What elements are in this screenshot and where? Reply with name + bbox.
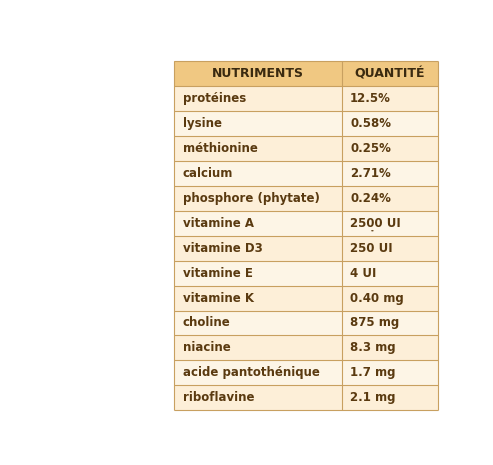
- Text: lysine: lysine: [183, 117, 222, 130]
- Bar: [342, 311, 438, 335]
- Bar: [342, 186, 438, 211]
- Text: niacine: niacine: [183, 341, 231, 354]
- Bar: [342, 286, 438, 311]
- Text: riboflavine: riboflavine: [183, 392, 254, 404]
- Bar: [342, 261, 438, 286]
- Text: 2500 UI: 2500 UI: [350, 217, 401, 230]
- Bar: [175, 286, 342, 311]
- Text: vitamine D3: vitamine D3: [183, 242, 262, 255]
- Text: 0.25%: 0.25%: [350, 142, 391, 155]
- Bar: [175, 61, 342, 86]
- Bar: [342, 211, 438, 236]
- Text: 875 mg: 875 mg: [350, 317, 399, 330]
- Text: vitamine A: vitamine A: [183, 217, 254, 230]
- Bar: [342, 335, 438, 360]
- Text: calcium: calcium: [183, 167, 233, 180]
- Text: QUANTITÉ: QUANTITÉ: [354, 67, 425, 80]
- Text: méthionine: méthionine: [183, 142, 258, 155]
- Bar: [342, 86, 438, 111]
- Bar: [175, 186, 342, 211]
- Bar: [342, 236, 438, 261]
- Text: vitamine K: vitamine K: [183, 292, 254, 305]
- Text: 0.24%: 0.24%: [350, 192, 391, 205]
- Bar: [342, 161, 438, 186]
- Text: NUTRIMENTS: NUTRIMENTS: [212, 67, 304, 80]
- Bar: [175, 111, 342, 136]
- Bar: [342, 385, 438, 410]
- Text: 0.40 mg: 0.40 mg: [350, 292, 404, 305]
- Bar: [175, 211, 342, 236]
- Text: 1.7 mg: 1.7 mg: [350, 366, 396, 379]
- Text: vitamine E: vitamine E: [183, 266, 252, 279]
- Text: choline: choline: [183, 317, 231, 330]
- Bar: [175, 136, 342, 161]
- Bar: [175, 385, 342, 410]
- Text: acide pantothénique: acide pantothénique: [183, 366, 319, 379]
- Text: 2.1 mg: 2.1 mg: [350, 392, 396, 404]
- Bar: [175, 335, 342, 360]
- Text: protéines: protéines: [183, 92, 246, 105]
- Bar: [175, 86, 342, 111]
- Text: 8.3 mg: 8.3 mg: [350, 341, 396, 354]
- Text: 250 UI: 250 UI: [350, 242, 393, 255]
- Text: 12.5%: 12.5%: [350, 92, 391, 105]
- Text: phosphore (phytate): phosphore (phytate): [183, 192, 319, 205]
- Bar: [175, 311, 342, 335]
- Text: 0.58%: 0.58%: [350, 117, 391, 130]
- Bar: [175, 360, 342, 385]
- Bar: [342, 360, 438, 385]
- Bar: [175, 236, 342, 261]
- Bar: [175, 261, 342, 286]
- Bar: [175, 161, 342, 186]
- Text: 2.71%: 2.71%: [350, 167, 391, 180]
- Bar: [342, 136, 438, 161]
- Bar: [342, 61, 438, 86]
- Bar: [342, 111, 438, 136]
- Text: 4 UI: 4 UI: [350, 266, 377, 279]
